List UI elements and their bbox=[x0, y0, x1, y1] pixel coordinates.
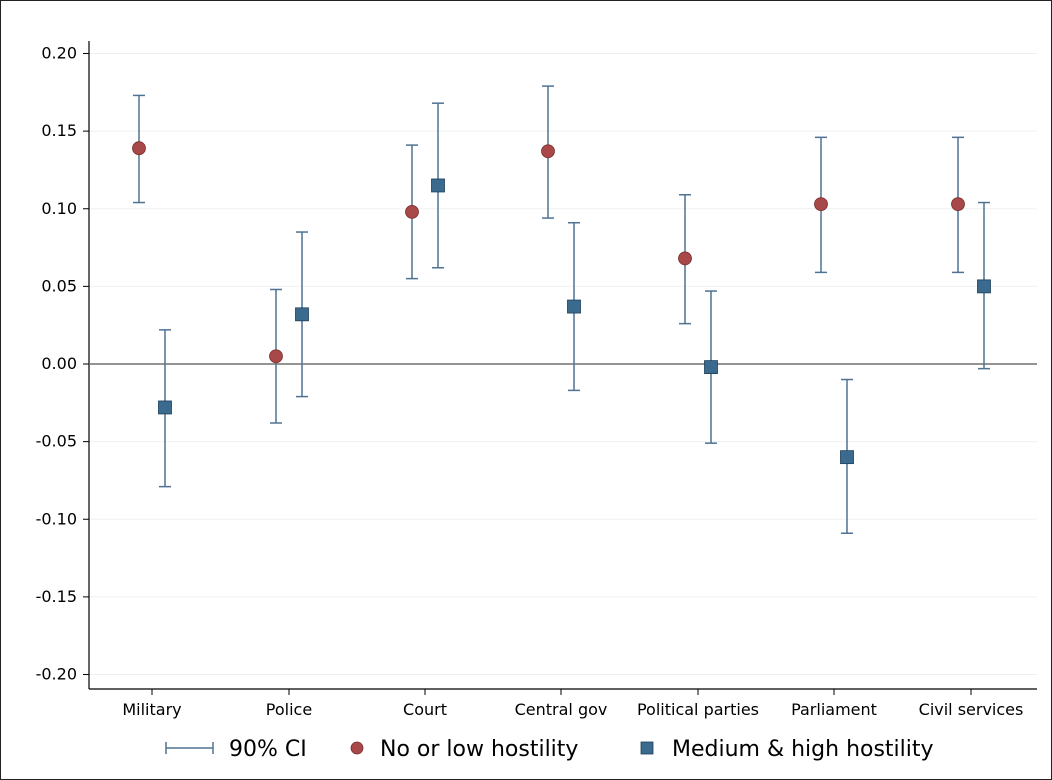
legend-series-high: Medium & high hostility bbox=[640, 737, 934, 762]
y-tick-label: 0.00 bbox=[41, 354, 77, 373]
point-medium-high-hostility bbox=[158, 400, 172, 415]
point-medium-high-hostility bbox=[704, 360, 718, 375]
gridlines bbox=[89, 53, 1037, 675]
x-category-label: Political parties bbox=[637, 700, 759, 719]
legend-series-high-label: Medium & high hostility bbox=[672, 737, 934, 762]
point-medium-high-hostility bbox=[567, 299, 581, 314]
y-tick-label: -0.10 bbox=[36, 509, 77, 528]
legend-square-marker bbox=[640, 741, 654, 755]
axes bbox=[88, 41, 1037, 690]
x-category-label: Police bbox=[266, 700, 312, 719]
x-axis-categories: Military Police Court Central gov Political … bbox=[122, 689, 1023, 719]
legend: 90% CI No or low hostility Medium & high… bbox=[165, 737, 934, 762]
x-category-label: Central gov bbox=[515, 700, 608, 719]
point-no-low-hostility bbox=[678, 251, 692, 266]
point-medium-high-hostility bbox=[977, 279, 991, 294]
point-medium-high-hostility bbox=[431, 178, 445, 193]
y-tick-label: 0.15 bbox=[41, 121, 77, 140]
legend-series-low: No or low hostility bbox=[350, 737, 578, 762]
y-axis-ticks: 0.20 0.15 0.10 0.05 0.00 -0.05 -0.10 -0.15 -0.20 bbox=[36, 44, 89, 684]
y-tick-label: -0.05 bbox=[36, 432, 77, 451]
legend-ci-label: 90% CI bbox=[229, 737, 307, 762]
y-tick-label: 0.05 bbox=[41, 276, 77, 295]
point-no-low-hostility bbox=[814, 197, 828, 211]
point-no-low-hostility bbox=[132, 141, 146, 156]
y-tick-label: 0.10 bbox=[41, 199, 77, 218]
point-no-low-hostility bbox=[405, 204, 419, 219]
x-category-label: Military bbox=[122, 700, 181, 719]
point-no-low-hostility bbox=[541, 144, 555, 159]
y-tick-label: -0.20 bbox=[36, 665, 77, 684]
x-category-label: Civil services bbox=[919, 700, 1024, 719]
point-no-low-hostility bbox=[951, 197, 965, 211]
data-marks bbox=[132, 85, 991, 534]
y-tick-label: 0.20 bbox=[41, 44, 77, 63]
y-tick-label: -0.15 bbox=[36, 587, 77, 606]
x-category-label: Court bbox=[403, 700, 447, 719]
x-category-label: Parliament bbox=[791, 700, 877, 719]
legend-series-low-label: No or low hostility bbox=[380, 737, 578, 762]
legend-circle-marker bbox=[350, 741, 364, 755]
point-medium-high-hostility bbox=[295, 307, 309, 322]
point-no-low-hostility bbox=[269, 349, 283, 364]
legend-ci: 90% CI bbox=[165, 737, 307, 762]
point-medium-high-hostility bbox=[840, 450, 854, 465]
